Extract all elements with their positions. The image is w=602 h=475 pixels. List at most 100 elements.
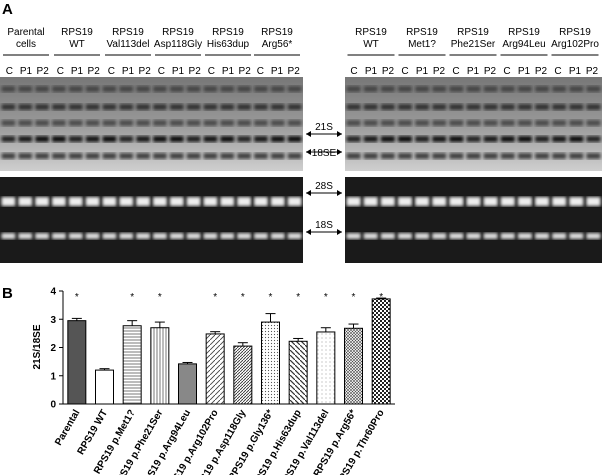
significance-mark: * [379, 292, 383, 303]
band [153, 233, 167, 239]
group-label: Arg56* [262, 39, 293, 50]
band [287, 86, 302, 92]
band [569, 136, 584, 142]
band [483, 153, 498, 159]
band [186, 120, 201, 126]
band [517, 197, 532, 206]
band [287, 104, 302, 110]
band [517, 153, 532, 159]
lane-label: P1 [416, 66, 429, 77]
band [287, 120, 302, 126]
lane-label: P2 [189, 66, 202, 77]
band [552, 104, 567, 110]
band [102, 197, 117, 206]
lane-label: C [6, 66, 13, 77]
band [270, 153, 285, 159]
significance-mark: * [324, 292, 328, 303]
group-label: Arg102Pro [551, 39, 599, 50]
band [186, 136, 201, 142]
bar [261, 321, 280, 405]
band [169, 86, 184, 92]
y-tick-label: 0 [50, 400, 56, 411]
band [432, 86, 447, 92]
band [18, 136, 33, 142]
lane-label: P1 [122, 66, 135, 77]
bar [95, 369, 114, 405]
band [203, 233, 218, 239]
significance-mark: * [269, 292, 273, 303]
band [483, 197, 498, 206]
band [270, 233, 285, 239]
band [586, 104, 601, 110]
band [18, 153, 33, 159]
y-tick-label: 3 [50, 315, 56, 326]
band [534, 197, 550, 206]
lane-label: P2 [239, 66, 252, 77]
band [534, 104, 550, 110]
lane-label: P2 [382, 66, 395, 77]
group-label: Met1? [408, 39, 436, 50]
band [18, 120, 33, 126]
band [119, 86, 134, 92]
band [517, 233, 532, 239]
band [119, 233, 134, 239]
band [380, 104, 395, 110]
band [35, 120, 49, 126]
band [449, 153, 464, 159]
rrna-gel [345, 177, 602, 263]
band [169, 104, 184, 110]
band [415, 153, 430, 159]
lane-label: P2 [586, 66, 599, 77]
band [254, 197, 268, 206]
band [346, 153, 361, 159]
band [237, 136, 251, 142]
band [52, 136, 66, 142]
band [500, 104, 515, 110]
band [270, 136, 285, 142]
band [254, 233, 268, 239]
bar [344, 327, 363, 405]
bar [233, 345, 253, 405]
band [18, 197, 33, 206]
band [186, 233, 201, 239]
lane-label: C [158, 66, 165, 77]
bar [288, 340, 308, 405]
band [1, 233, 16, 239]
band [102, 136, 117, 142]
band [500, 120, 515, 126]
band [169, 233, 184, 239]
band [35, 104, 49, 110]
group-label: RPS19 [162, 27, 194, 38]
band [363, 104, 378, 110]
band [169, 197, 184, 206]
band [569, 86, 584, 92]
bar [178, 363, 197, 405]
band [254, 153, 268, 159]
band [380, 120, 395, 126]
band [220, 197, 235, 206]
band [35, 153, 49, 159]
lane-label: C [57, 66, 64, 77]
group-label: Val113del [107, 39, 150, 50]
band [432, 104, 447, 110]
band [397, 136, 413, 142]
band [203, 197, 218, 206]
band [552, 120, 567, 126]
band [363, 136, 378, 142]
band [270, 197, 285, 206]
band [415, 86, 430, 92]
band [254, 104, 268, 110]
lane-label: C [108, 66, 115, 77]
band [1, 136, 16, 142]
significance-mark: * [241, 292, 245, 303]
lane-label: P1 [271, 66, 284, 77]
band [466, 86, 481, 92]
band [85, 86, 100, 92]
band [483, 86, 498, 92]
y-axis-label: 21S/18SE [32, 324, 43, 369]
band [483, 120, 498, 126]
band [483, 104, 498, 110]
band [346, 120, 361, 126]
band [68, 86, 83, 92]
